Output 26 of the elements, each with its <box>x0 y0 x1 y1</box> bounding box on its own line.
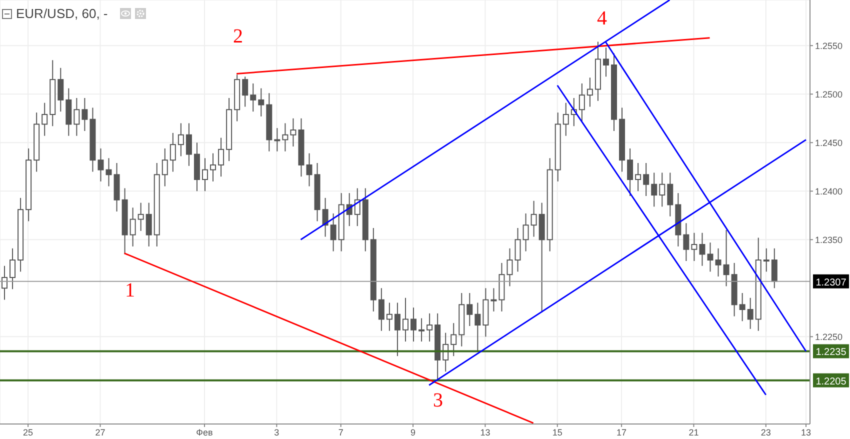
x-tick-label: 17 <box>616 427 627 438</box>
x-tick-label: 27 <box>95 427 106 438</box>
annotation: 4 <box>597 8 607 30</box>
text: EUR/USD, 60, - <box>16 6 108 21</box>
x-tick-label: 15 <box>552 427 562 438</box>
ref-line-label: 1.2235 <box>816 347 847 358</box>
y-tick-label: 1.2450 <box>815 138 843 148</box>
y-tick-label: 1.2400 <box>815 186 843 196</box>
x-tick-label: 7 <box>338 427 344 438</box>
annotation: 1 <box>125 280 135 302</box>
annotation: 2 <box>233 26 243 48</box>
y-tick-label: 1.2500 <box>815 89 843 100</box>
ref-line-label: 1.2307 <box>816 277 847 288</box>
x-tick-label: 23 <box>760 427 771 438</box>
x-tick-label: 13 <box>480 427 490 438</box>
ref-line-label: 1.2205 <box>816 376 847 388</box>
x-tick-label: 25 <box>23 427 34 438</box>
x-tick-label: Фев <box>196 427 214 438</box>
x-tick-label: 9 <box>410 427 416 438</box>
annotation: 3 <box>433 390 443 412</box>
x-tick-label: 3 <box>274 427 280 438</box>
y-tick-label: 1.2250 <box>815 332 843 342</box>
y-tick-label: 1.2550 <box>815 40 843 51</box>
x-tick-label: 21 <box>688 427 699 438</box>
x-tick-label: 13 <box>800 427 811 438</box>
y-tick-label: 1.2350 <box>815 234 843 245</box>
